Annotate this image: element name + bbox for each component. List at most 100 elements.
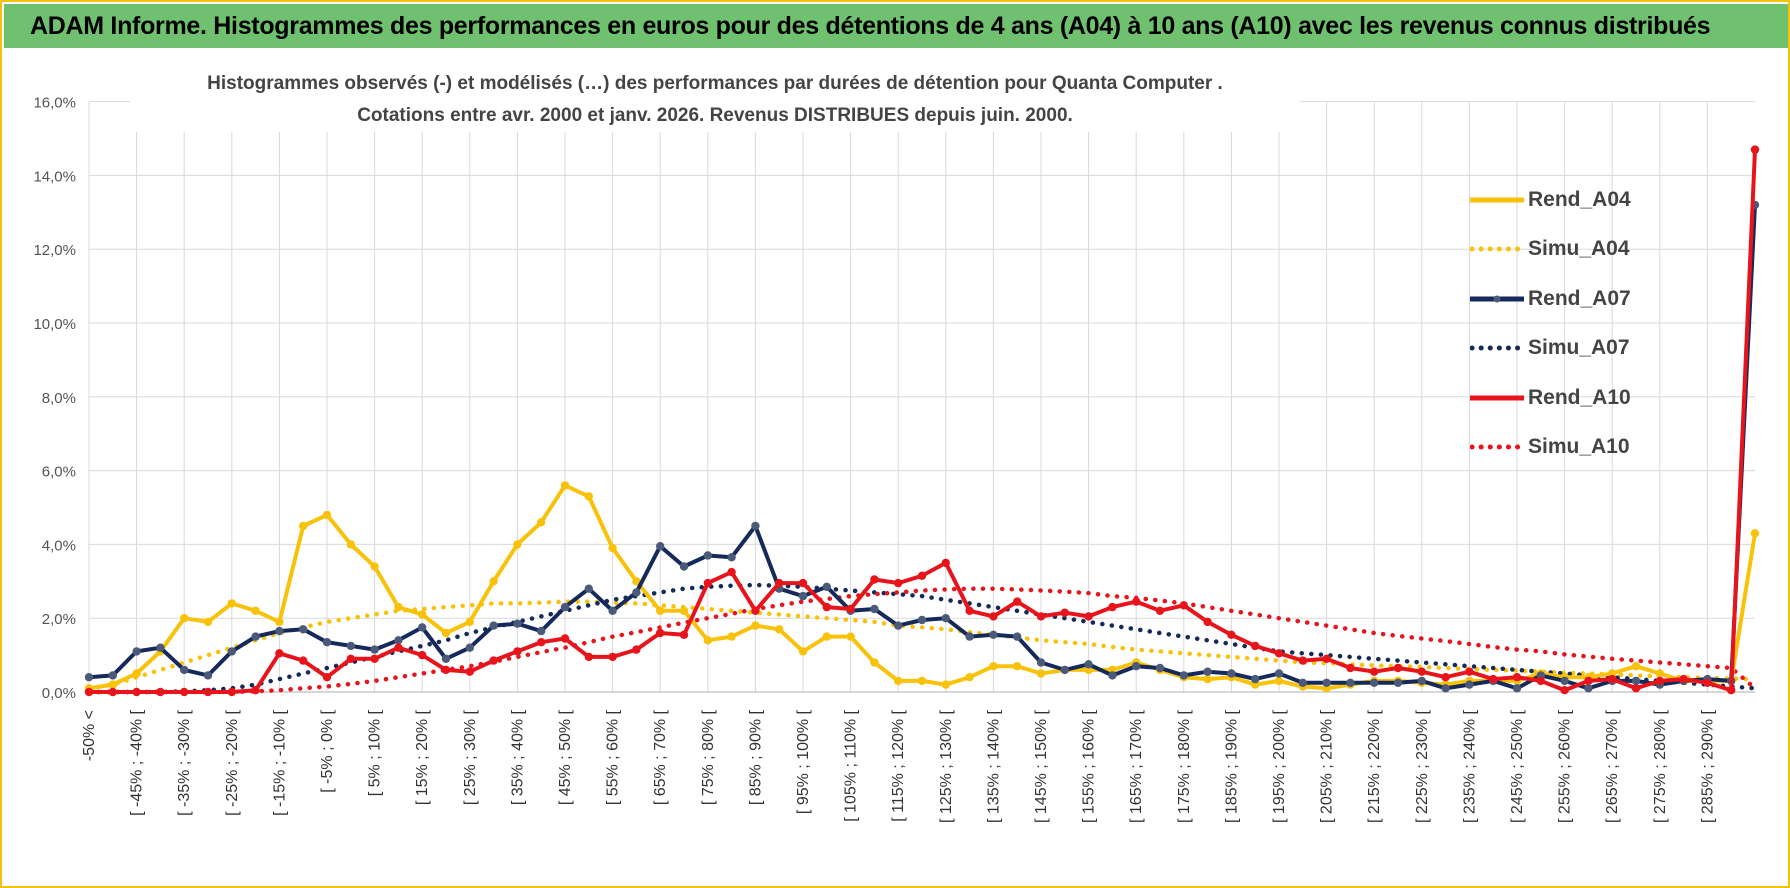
report-header: ADAM Informe. Histogrammes des performan… (4, 4, 1788, 48)
x-tick-label: [ 185% ; 190% [ (1223, 709, 1240, 823)
y-tick-label: 14,0% (33, 168, 76, 185)
data-point-rend-a10 (1536, 676, 1546, 686)
report-title: ADAM Informe. Histogrammes des performan… (30, 11, 1711, 40)
data-point-rend-a10 (632, 645, 641, 654)
data-point-rend-a07 (1584, 684, 1593, 693)
x-tick-label: [ 25% ; 30% [ (462, 709, 479, 805)
data-point-rend-a10 (798, 578, 808, 588)
data-point-rend-a04 (370, 562, 379, 571)
data-point-rend-a07 (1060, 665, 1070, 675)
data-point-rend-a04 (584, 492, 593, 501)
data-point-rend-a10 (1465, 667, 1474, 676)
data-point-rend-a10 (1441, 673, 1450, 682)
data-point-rend-a04 (1013, 662, 1022, 671)
x-tick-label: [ -35% ; -30% [ (176, 709, 193, 815)
data-point-rend-a04 (1036, 669, 1046, 678)
data-point-rend-a04 (322, 510, 332, 520)
data-point-rend-a07 (441, 654, 451, 663)
data-point-rend-a10 (346, 654, 355, 663)
data-point-rend-a07 (870, 604, 879, 614)
data-point-rend-a04 (679, 606, 689, 615)
data-point-rend-a07 (1155, 663, 1165, 673)
x-tick-label: [ 215% ; 220% [ (1366, 709, 1383, 823)
data-point-rend-a07 (1084, 660, 1093, 669)
x-tick-label: [ 55% ; 60% [ (605, 709, 622, 805)
data-point-rend-a07 (1322, 678, 1331, 687)
data-point-rend-a04 (656, 606, 665, 615)
data-point-rend-a10 (751, 606, 760, 615)
data-point-rend-a10 (1155, 606, 1165, 615)
data-point-rend-a07 (727, 553, 736, 562)
data-point-rend-a10 (84, 687, 94, 697)
legend-swatch-simu-a10 (1470, 444, 1524, 450)
data-point-rend-a04 (775, 625, 784, 634)
data-point-rend-a07 (941, 614, 950, 623)
data-point-rend-a04 (203, 617, 213, 627)
data-point-rend-a04 (1274, 676, 1284, 686)
legend-label-simu-a10: Simu_A10 (1528, 435, 1630, 459)
data-point-rend-a10 (370, 654, 379, 663)
legend-item: Simu_A10 (1470, 423, 1690, 473)
data-point-rend-a10 (1322, 654, 1331, 663)
data-point-rend-a10 (513, 647, 522, 656)
data-point-rend-a04 (965, 673, 974, 682)
y-tick-label: 12,0% (33, 242, 76, 259)
data-point-rend-a07 (418, 623, 427, 632)
data-point-rend-a04 (299, 521, 308, 531)
data-point-rend-a07 (156, 643, 165, 652)
data-point-rend-a04 (870, 658, 879, 667)
x-tick-label: [ 115% ; 120% [ (890, 709, 907, 821)
x-tick-label: [ 125% ; 130% [ (938, 709, 955, 823)
data-point-rend-a04 (1750, 529, 1760, 538)
data-point-rend-a10 (1060, 608, 1070, 617)
data-point-rend-a10 (1036, 612, 1046, 621)
data-point-rend-a07 (917, 615, 927, 625)
data-point-rend-a10 (1298, 656, 1308, 665)
x-tick-label: [ 175% ; 180% [ (1176, 709, 1193, 823)
data-point-rend-a10 (275, 649, 284, 658)
data-point-rend-a04 (608, 543, 617, 553)
x-tick-label: [ 5% ; 10% [ (367, 709, 384, 796)
data-point-rend-a10 (917, 571, 927, 580)
data-point-rend-a10 (727, 567, 736, 577)
data-point-rend-a10 (299, 656, 308, 665)
legend-item: Simu_A07 (1470, 324, 1690, 374)
data-point-rend-a10 (1512, 673, 1522, 682)
data-point-rend-a10 (1489, 674, 1498, 684)
y-tick-label: 16,0% (33, 95, 76, 112)
data-point-rend-a04 (1203, 674, 1212, 684)
data-point-rend-a07 (513, 619, 522, 628)
data-point-rend-a10 (465, 667, 474, 676)
data-point-rend-a04 (227, 599, 236, 608)
chart-title: Histogrammes observés (-) et modélisés (… (207, 73, 1223, 94)
legend-item: Rend_A04 (1470, 175, 1690, 225)
x-tick-label: [ -15% ; -10% [ (271, 709, 288, 815)
x-tick-label: [ 95% ; 100% [ (795, 709, 812, 814)
x-tick-label: [ 145% ; 150% [ (1033, 709, 1050, 823)
data-point-rend-a04 (465, 617, 474, 627)
x-tick-label: [ 235% ; 240% [ (1461, 709, 1478, 823)
x-tick-label: [ 45% ; 50% [ (557, 709, 574, 805)
legend-swatch-simu-a04 (1470, 246, 1524, 252)
y-axis: 0,0% 2,0% 4,0% 6,0% 8,0% 10,0% 12,0% 14,0% 16,0% (33, 95, 76, 702)
data-point-rend-a04 (894, 676, 903, 686)
data-point-rend-a07 (1465, 680, 1474, 689)
data-point-rend-a07 (1512, 684, 1522, 693)
data-point-rend-a07 (560, 602, 570, 612)
x-tick-label: [ -5% ; 0% [ (319, 709, 336, 792)
data-point-rend-a10 (322, 673, 332, 682)
x-axis: -50% < [ -45% ; -40% [[ -35% ; -30% [[ -2… (81, 691, 1755, 823)
y-tick-label: 2,0% (42, 611, 76, 628)
data-point-rend-a07 (1393, 678, 1403, 687)
x-tick-label: -50% < (81, 710, 98, 761)
data-point-rend-a10 (656, 628, 665, 638)
data-point-rend-a10 (1203, 617, 1212, 627)
x-tick-label: [ 75% ; 80% [ (700, 709, 717, 805)
legend-swatch-rend-a10 (1470, 395, 1524, 401)
data-point-rend-a07 (1036, 658, 1046, 667)
data-point-rend-a07 (1370, 678, 1379, 687)
data-point-rend-a10 (1132, 597, 1141, 606)
data-point-rend-a04 (275, 617, 284, 627)
data-point-rend-a10 (775, 578, 784, 588)
data-point-rend-a07 (1203, 667, 1212, 676)
